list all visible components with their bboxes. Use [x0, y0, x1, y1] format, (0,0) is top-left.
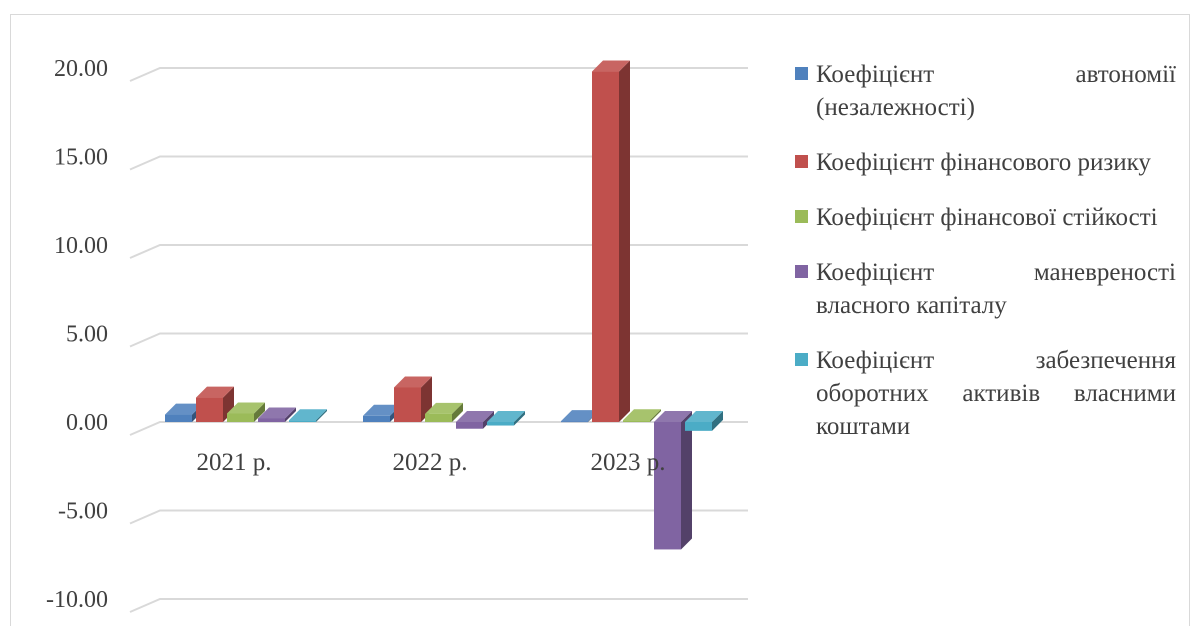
- y-tick-label: -10.00: [46, 587, 108, 613]
- gridline: [129, 598, 748, 613]
- legend-label: Коефіцієнт маневреності власного капітал…: [816, 259, 1176, 319]
- x-category-label: 2021 р.: [197, 449, 272, 476]
- bar: [685, 411, 723, 431]
- legend-swatch: [795, 155, 808, 168]
- gridline: [129, 421, 748, 436]
- legend-item: Коефіцієнт маневреності власного капітал…: [795, 256, 1185, 322]
- legend-item: Коефіцієнт забезпечення оборотних активі…: [795, 344, 1185, 443]
- legend-swatch: [795, 67, 808, 80]
- gridline: [129, 244, 748, 259]
- chart-legend: Коефіцієнт автономії (незалежності) Коефі…: [795, 58, 1185, 465]
- y-tick-label: 20.00: [54, 56, 108, 82]
- y-tick-label: -5.00: [58, 499, 108, 525]
- gridline: [129, 155, 748, 171]
- bar: [289, 409, 327, 422]
- bar: [425, 402, 463, 422]
- legend-swatch: [795, 210, 808, 223]
- bar: [227, 402, 265, 422]
- legend-label: Коефіцієнт автономії (незалежності): [816, 61, 1176, 121]
- legend-item: Коефіцієнт фінансової стійкості: [795, 201, 1185, 234]
- y-tick-label: 0.00: [66, 410, 108, 436]
- gridline: [129, 67, 748, 82]
- bar: [456, 411, 494, 429]
- y-tick-label: 15.00: [54, 145, 108, 171]
- legend-swatch: [795, 353, 808, 366]
- bar: [258, 407, 296, 422]
- chart-frame: [10, 14, 1190, 626]
- bar: [654, 411, 692, 550]
- legend-item: Коефіцієнт фінансового ризику: [795, 146, 1185, 179]
- legend-label: Коефіцієнт фінансової стійкості: [816, 204, 1158, 231]
- y-tick-label: 10.00: [54, 233, 108, 259]
- y-tick-label: 5.00: [66, 322, 108, 348]
- x-category-label: 2022 р.: [393, 449, 468, 476]
- legend-label: Коефіцієнт фінансового ризику: [816, 149, 1151, 176]
- legend-item: Коефіцієнт автономії (незалежності): [795, 58, 1185, 124]
- legend-swatch: [795, 265, 808, 278]
- x-category-label: 2023 р.: [591, 449, 666, 476]
- bar: [623, 409, 661, 422]
- gridline: [129, 332, 748, 348]
- gridline: [129, 509, 748, 525]
- bar: [394, 376, 432, 422]
- legend-label: Коефіцієнт забезпечення оборотних активі…: [816, 347, 1176, 440]
- bar: [592, 60, 630, 422]
- bar: [487, 411, 525, 426]
